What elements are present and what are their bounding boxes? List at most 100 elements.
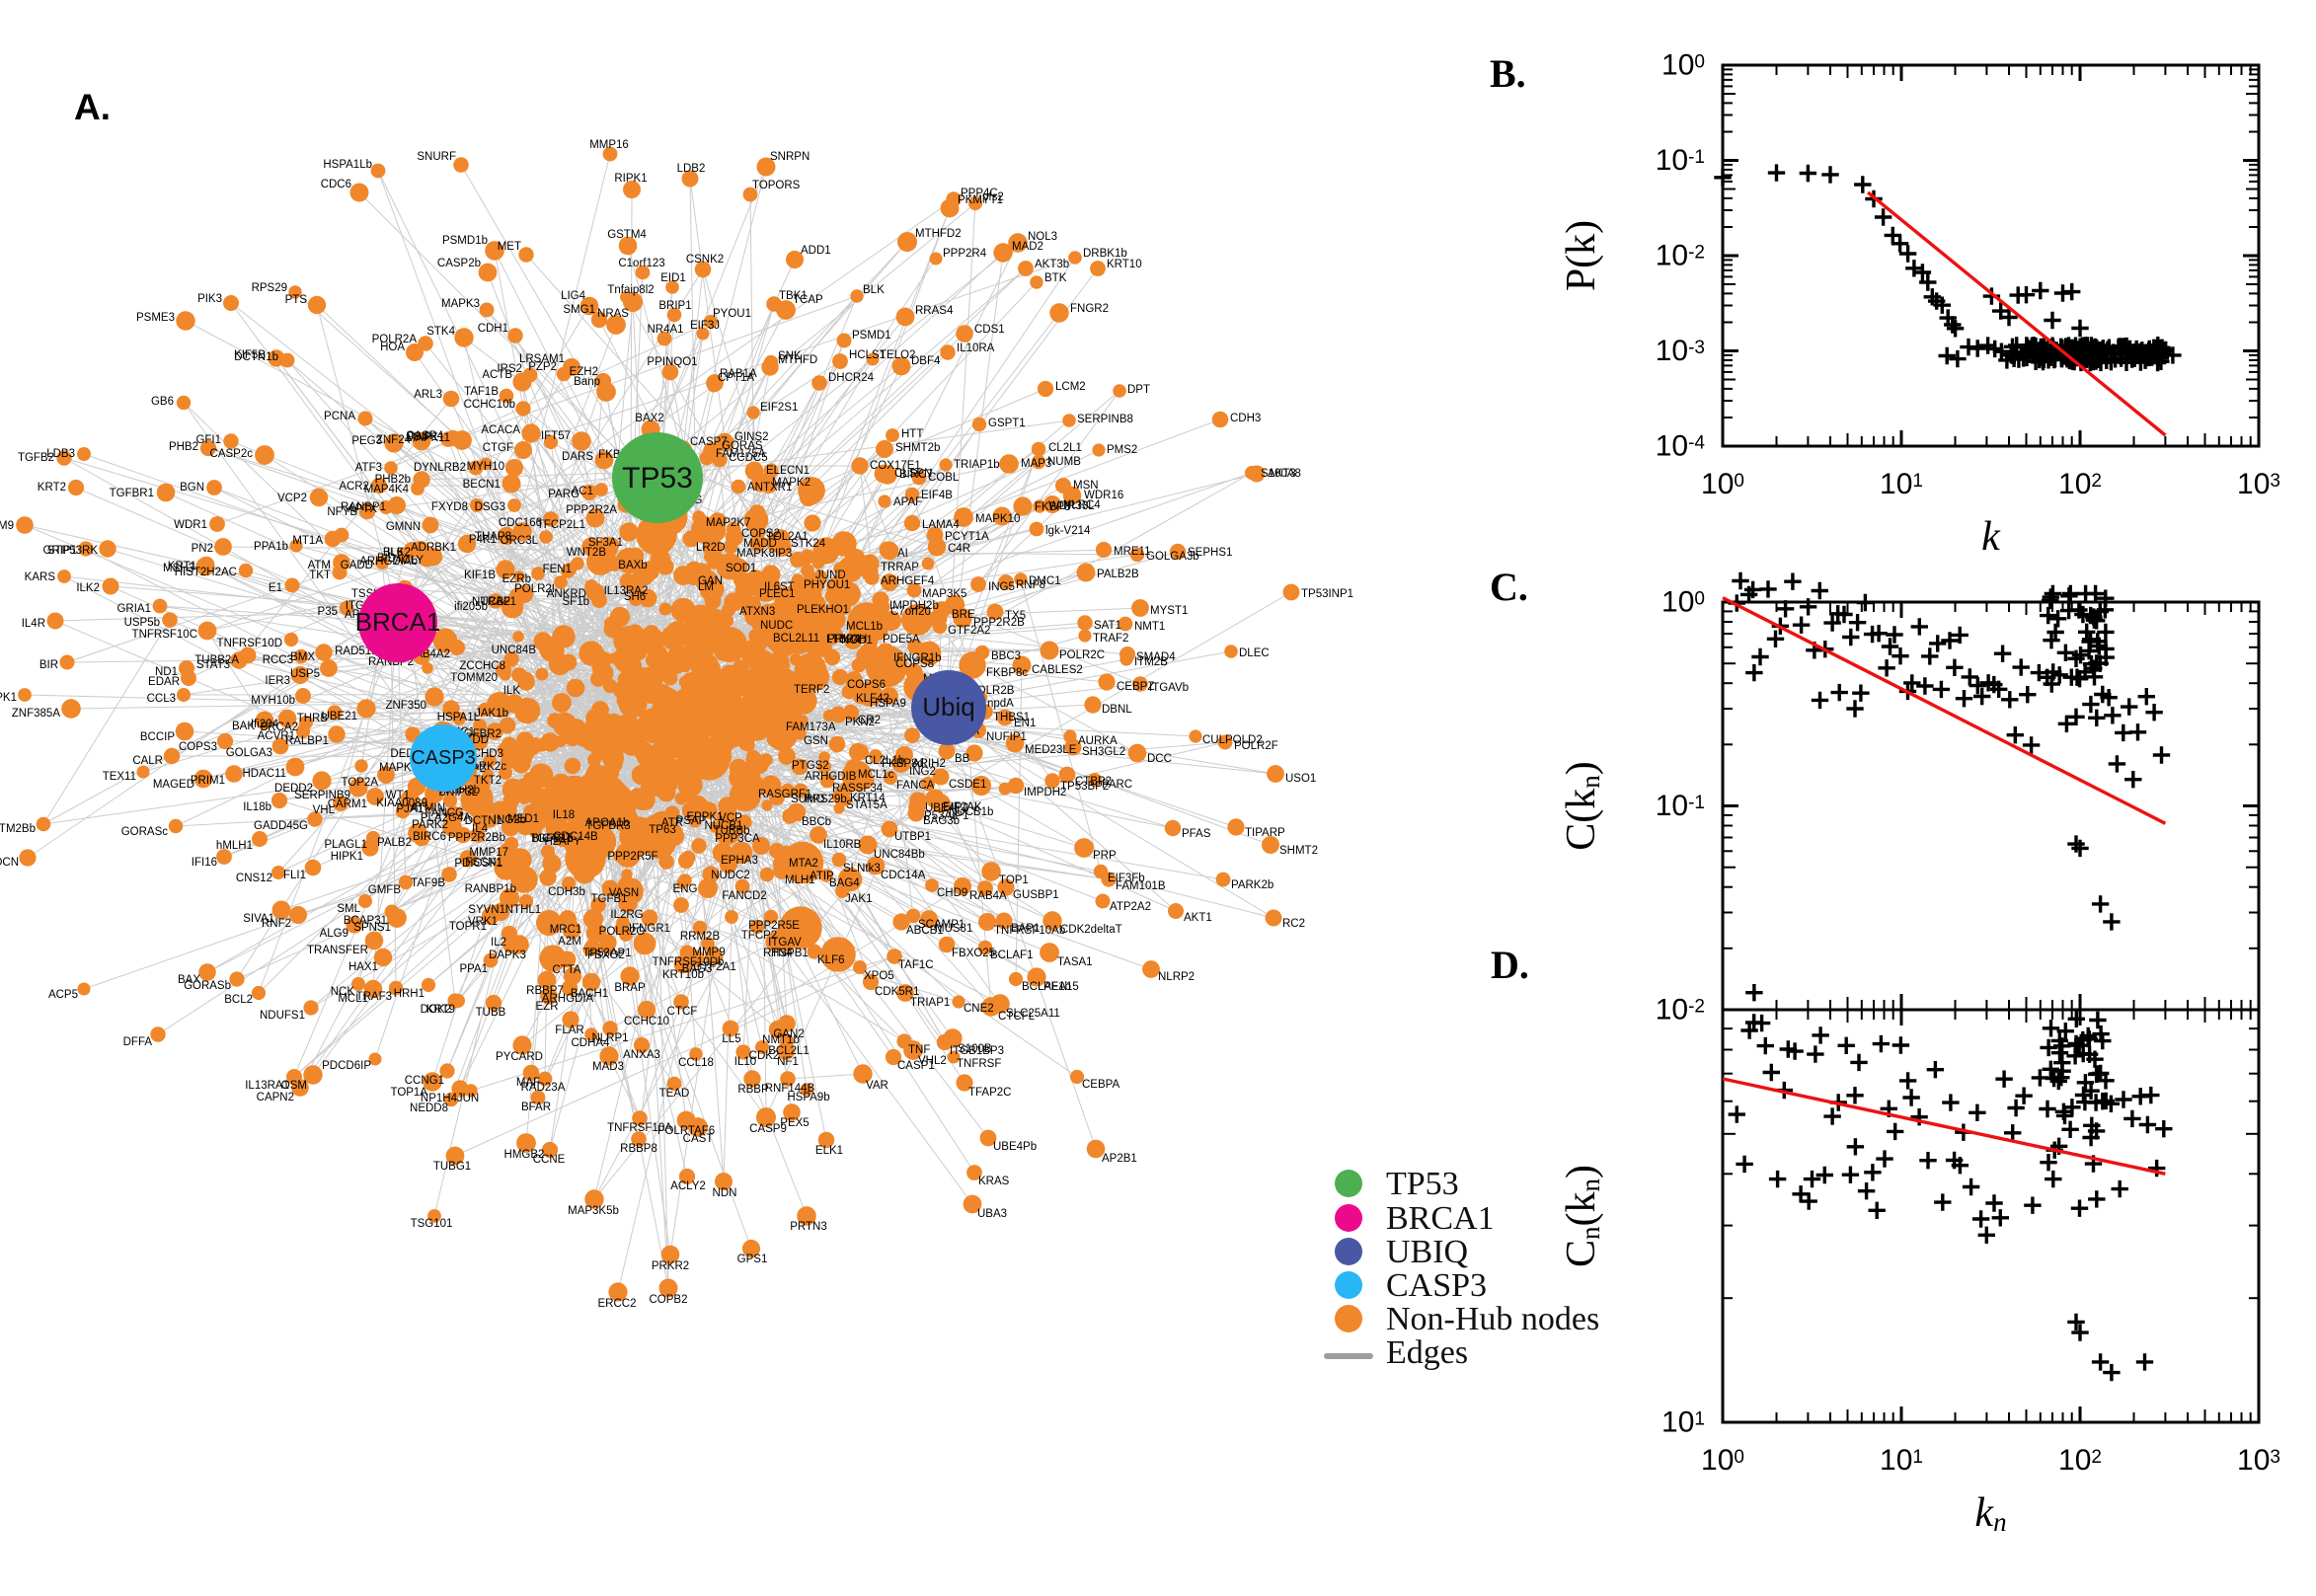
svg-text:TNFRSF10Db: TNFRSF10Db bbox=[653, 956, 725, 968]
svg-text:DCN: DCN bbox=[0, 857, 19, 869]
svg-text:FANCD2: FANCD2 bbox=[722, 890, 766, 902]
svg-text:TP53AP1: TP53AP1 bbox=[582, 948, 631, 959]
svg-text:PLEC1: PLEC1 bbox=[759, 588, 795, 600]
svg-text:MED23LE: MED23LE bbox=[1025, 744, 1077, 756]
svg-text:BCL2: BCL2 bbox=[224, 994, 253, 1006]
svg-text:TFCP2: TFCP2 bbox=[741, 930, 777, 942]
svg-text:AKT3b: AKT3b bbox=[1035, 259, 1069, 270]
svg-text:NUMB: NUMB bbox=[1047, 456, 1081, 468]
svg-text:GRIA1: GRIA1 bbox=[116, 603, 151, 615]
svg-text:ERCC2: ERCC2 bbox=[598, 1298, 637, 1310]
svg-text:STK4: STK4 bbox=[426, 326, 455, 338]
svg-text:BIR: BIR bbox=[39, 659, 58, 671]
svg-text:A.: A. bbox=[74, 87, 111, 127]
svg-text:IL10RA: IL10RA bbox=[957, 342, 995, 354]
svg-text:MTHFD2: MTHFD2 bbox=[915, 228, 962, 240]
svg-text:NUDC: NUDC bbox=[760, 620, 793, 632]
svg-text:BRAP: BRAP bbox=[614, 982, 646, 994]
svg-text:ITM2Bb: ITM2Bb bbox=[0, 823, 36, 835]
svg-text:XPO5: XPO5 bbox=[864, 970, 894, 982]
svg-text:MAP3K5: MAP3K5 bbox=[922, 588, 966, 600]
svg-text:KRT10: KRT10 bbox=[1107, 259, 1142, 270]
svg-text:CASP2b: CASP2b bbox=[437, 258, 481, 269]
svg-text:BRE: BRE bbox=[952, 609, 975, 621]
svg-text:UBE4Pb: UBE4Pb bbox=[993, 1141, 1037, 1153]
svg-text:BFAR: BFAR bbox=[521, 1102, 551, 1113]
svg-text:TAF9B: TAF9B bbox=[411, 877, 445, 889]
svg-text:DBNL: DBNL bbox=[1102, 704, 1132, 716]
svg-text:TOP1A: TOP1A bbox=[391, 1087, 428, 1099]
svg-text:CDC166: CDC166 bbox=[499, 517, 542, 529]
svg-text:IFI16: IFI16 bbox=[192, 857, 217, 869]
svg-text:BIRC6: BIRC6 bbox=[413, 831, 446, 843]
svg-text:CDHA4: CDHA4 bbox=[572, 1037, 611, 1049]
svg-text:STAT3: STAT3 bbox=[196, 659, 230, 671]
svg-text:ATF3: ATF3 bbox=[355, 462, 382, 474]
svg-text:CSDE1: CSDE1 bbox=[949, 779, 986, 791]
svg-text:PHYOU1: PHYOU1 bbox=[804, 579, 850, 591]
svg-text:DOK2: DOK2 bbox=[421, 1004, 451, 1016]
svg-text:KRT2: KRT2 bbox=[38, 482, 66, 494]
svg-text:TNFRSF10D: TNFRSF10D bbox=[217, 638, 282, 649]
svg-text:BCLAF1b: BCLAF1b bbox=[1022, 981, 1071, 993]
svg-text:PN2: PN2 bbox=[192, 543, 213, 555]
svg-text:JAK1b: JAK1b bbox=[475, 708, 508, 720]
svg-text:MLH1: MLH1 bbox=[785, 874, 815, 886]
svg-text:PYCARD: PYCARD bbox=[496, 1051, 543, 1063]
svg-text:TP53: TP53 bbox=[622, 462, 693, 494]
svg-text:PDE5A: PDE5A bbox=[883, 634, 920, 646]
svg-text:MCL1c: MCL1c bbox=[858, 769, 894, 781]
svg-text:CDK2deltaT: CDK2deltaT bbox=[1060, 924, 1122, 936]
svg-text:BBCb: BBCb bbox=[802, 816, 831, 828]
svg-text:SML: SML bbox=[337, 903, 360, 915]
svg-text:LM: LM bbox=[698, 581, 714, 593]
svg-text:LAMA4: LAMA4 bbox=[922, 519, 960, 531]
svg-text:MET: MET bbox=[498, 241, 521, 253]
svg-text:CDK5R1: CDK5R1 bbox=[875, 986, 919, 998]
svg-text:BCLAF1: BCLAF1 bbox=[990, 950, 1033, 961]
svg-text:VAR: VAR bbox=[866, 1080, 888, 1092]
svg-text:CDH1: CDH1 bbox=[478, 323, 508, 335]
svg-text:TELO2: TELO2 bbox=[880, 349, 915, 361]
svg-text:BRCA1: BRCA1 bbox=[1386, 1200, 1495, 1237]
svg-text:ADD1: ADD1 bbox=[801, 245, 831, 257]
svg-text:ACLY2: ACLY2 bbox=[670, 1180, 706, 1192]
svg-text:HIPK1: HIPK1 bbox=[331, 851, 363, 863]
svg-text:MAP3K5b: MAP3K5b bbox=[568, 1205, 619, 1217]
svg-text:TRAF1: TRAF1 bbox=[481, 596, 516, 608]
svg-text:EIF2S1: EIF2S1 bbox=[760, 402, 798, 414]
svg-text:NMT1b: NMT1b bbox=[762, 1034, 800, 1046]
svg-text:TP63: TP63 bbox=[649, 824, 676, 836]
svg-text:BRCA1: BRCA1 bbox=[355, 607, 441, 637]
svg-text:Non-Hub nodes: Non-Hub nodes bbox=[1386, 1301, 1599, 1337]
svg-text:SLC25A11: SLC25A11 bbox=[1006, 1008, 1060, 1020]
svg-text:GUSBP1: GUSBP1 bbox=[1013, 889, 1059, 901]
svg-text:Edges: Edges bbox=[1386, 1334, 1468, 1371]
svg-text:DSG3: DSG3 bbox=[475, 501, 505, 513]
svg-text:VCP2: VCP2 bbox=[277, 493, 307, 504]
svg-text:TRIAP1b: TRIAP1b bbox=[954, 459, 1000, 471]
svg-text:UBIQ: UBIQ bbox=[1386, 1234, 1468, 1270]
svg-text:TCAP: TCAP bbox=[793, 294, 823, 306]
svg-text:CASP4: CASP4 bbox=[406, 430, 443, 442]
svg-text:SIVA1: SIVA1 bbox=[243, 913, 274, 925]
svg-text:BECN1: BECN1 bbox=[463, 479, 501, 491]
svg-text:RASGRF1: RASGRF1 bbox=[758, 789, 811, 800]
svg-text:APOA1b: APOA1b bbox=[585, 817, 630, 829]
svg-text:npdA: npdA bbox=[987, 698, 1014, 710]
svg-text:ALG9: ALG9 bbox=[320, 928, 348, 940]
svg-text:IL18b: IL18b bbox=[243, 801, 271, 813]
svg-text:CTGF: CTGF bbox=[483, 442, 513, 454]
svg-text:RNF8: RNF8 bbox=[1016, 579, 1045, 591]
svg-text:MAPK2: MAPK2 bbox=[772, 477, 811, 489]
svg-text:C(kn): C(kn) bbox=[1559, 761, 1605, 851]
svg-text:PMS2: PMS2 bbox=[1107, 444, 1137, 456]
svg-text:RAB4A: RAB4A bbox=[969, 890, 1007, 902]
svg-text:EIF4B: EIF4B bbox=[921, 490, 953, 501]
svg-text:TGFB1: TGFB1 bbox=[590, 893, 627, 905]
svg-text:NDN: NDN bbox=[713, 1187, 737, 1199]
svg-text:POLR2C: POLR2C bbox=[1059, 649, 1105, 661]
svg-text:ZCCHC8: ZCCHC8 bbox=[459, 660, 505, 672]
svg-text:FLI1: FLI1 bbox=[283, 870, 306, 881]
svg-text:SERPINB8: SERPINB8 bbox=[1077, 414, 1133, 425]
